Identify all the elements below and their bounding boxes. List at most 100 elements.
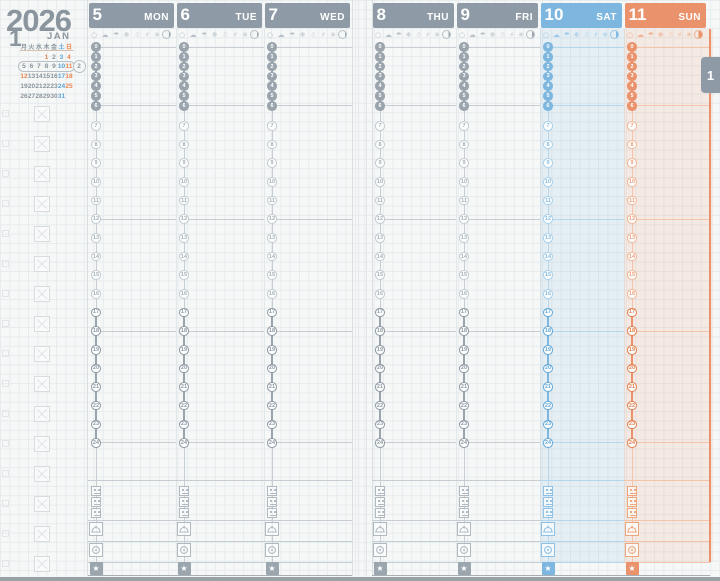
checklist-bullet-box[interactable]: [2, 470, 9, 477]
activity-tracker-box[interactable]: [265, 543, 279, 557]
checklist-bullet-box[interactable]: [2, 140, 9, 147]
meal-checkbox[interactable]: [459, 508, 469, 518]
meal-checkbox[interactable]: [543, 486, 553, 496]
mini-calendar-date[interactable]: 21: [35, 83, 43, 91]
activity-tracker-box[interactable]: [625, 543, 639, 557]
meal-checkbox[interactable]: [375, 486, 385, 496]
day-header[interactable]: 11 SUN: [624, 3, 706, 28]
checklist-bullet-box[interactable]: [2, 110, 9, 117]
mini-calendar-date[interactable]: 22: [42, 83, 51, 91]
meal-checkbox[interactable]: [459, 486, 469, 496]
mini-calendar-date[interactable]: 14: [35, 73, 43, 81]
day-header[interactable]: 6 TUE: [176, 3, 262, 28]
mini-calendar-date[interactable]: 3: [59, 53, 64, 61]
checklist-checkbox[interactable]: [34, 256, 50, 272]
checklist-checkbox[interactable]: [34, 406, 50, 422]
meal-checkbox[interactable]: [267, 508, 277, 518]
meal-checkbox[interactable]: [179, 497, 189, 507]
checklist-bullet-box[interactable]: [2, 560, 9, 567]
checklist-checkbox[interactable]: [34, 166, 50, 182]
checklist-bullet-box[interactable]: [2, 530, 9, 537]
day-star-badge[interactable]: ★: [541, 562, 555, 575]
checklist-bullet-box[interactable]: [2, 320, 9, 327]
day-header[interactable]: 8 THU: [372, 3, 454, 28]
mini-calendar-date[interactable]: 13: [27, 73, 36, 81]
mini-calendar-date[interactable]: 29: [42, 93, 51, 101]
checklist-checkbox[interactable]: [34, 556, 50, 572]
mini-calendar-date[interactable]: 23: [50, 83, 58, 91]
mini-calendar-date[interactable]: 8: [44, 63, 49, 71]
mini-calendar-date[interactable]: 7: [37, 63, 41, 71]
mini-calendar-date[interactable]: 15: [42, 73, 51, 81]
mini-calendar-date[interactable]: 2: [52, 53, 56, 61]
mini-calendar-date[interactable]: 27: [27, 93, 36, 101]
activity-tracker-box[interactable]: [373, 543, 387, 557]
mini-calendar-date[interactable]: 16: [50, 73, 58, 81]
checklist-checkbox[interactable]: [34, 526, 50, 542]
checklist-bullet-box[interactable]: [2, 410, 9, 417]
meal-checkbox[interactable]: [627, 497, 637, 507]
month-tab[interactable]: 1: [701, 57, 720, 93]
mini-calendar-date[interactable]: 12: [20, 73, 28, 81]
meal-checkbox[interactable]: [179, 486, 189, 496]
day-header[interactable]: 5 MON: [88, 3, 174, 28]
activity-tracker-box[interactable]: [457, 543, 471, 557]
mini-calendar-date[interactable]: 20: [27, 83, 36, 91]
mini-calendar-date[interactable]: 31: [57, 93, 66, 101]
meal-checkbox[interactable]: [91, 497, 101, 507]
food-tracker-box[interactable]: [265, 521, 279, 536]
food-tracker-box[interactable]: [373, 521, 387, 536]
checklist-bullet-box[interactable]: [2, 500, 9, 507]
activity-tracker-box[interactable]: [541, 543, 555, 557]
day-star-badge[interactable]: ★: [89, 562, 103, 575]
checklist-checkbox[interactable]: [34, 226, 50, 242]
mini-calendar-date[interactable]: 18: [65, 73, 73, 81]
checklist-checkbox[interactable]: [34, 496, 50, 512]
checklist-checkbox[interactable]: [34, 346, 50, 362]
food-tracker-box[interactable]: [541, 521, 555, 536]
day-star-badge[interactable]: ★: [457, 562, 471, 575]
day-header[interactable]: 9 FRI: [456, 3, 538, 28]
checklist-bullet-box[interactable]: [2, 200, 9, 207]
meal-checkbox[interactable]: [375, 508, 385, 518]
checklist-checkbox[interactable]: [34, 286, 50, 302]
day-star-badge[interactable]: ★: [265, 562, 279, 575]
mini-calendar-date[interactable]: 6: [29, 63, 34, 71]
food-tracker-box[interactable]: [89, 521, 103, 536]
mini-calendar-date[interactable]: 30: [50, 93, 58, 101]
mini-calendar-date[interactable]: 11: [65, 63, 73, 71]
meal-checkbox[interactable]: [91, 508, 101, 518]
mini-calendar-date[interactable]: 1: [44, 53, 49, 61]
meal-checkbox[interactable]: [627, 508, 637, 518]
checklist-checkbox[interactable]: [34, 196, 50, 212]
meal-checkbox[interactable]: [375, 497, 385, 507]
checklist-bullet-box[interactable]: [2, 260, 9, 267]
checklist-checkbox[interactable]: [34, 316, 50, 332]
meal-checkbox[interactable]: [267, 497, 277, 507]
checklist-bullet-box[interactable]: [2, 350, 9, 357]
checklist-bullet-box[interactable]: [2, 440, 9, 447]
mini-calendar-date[interactable]: 9: [52, 63, 56, 71]
checklist-bullet-box[interactable]: [2, 230, 9, 237]
meal-checkbox[interactable]: [459, 497, 469, 507]
mini-calendar-date[interactable]: 24: [57, 83, 66, 91]
checklist-bullet-box[interactable]: [2, 170, 9, 177]
mini-calendar-date[interactable]: 4: [67, 53, 71, 61]
day-header[interactable]: 10 SAT: [540, 3, 622, 28]
mini-calendar-date[interactable]: 25: [65, 83, 73, 91]
meal-checkbox[interactable]: [91, 486, 101, 496]
day-star-badge[interactable]: ★: [373, 562, 387, 575]
food-tracker-box[interactable]: [625, 521, 639, 536]
meal-checkbox[interactable]: [543, 508, 553, 518]
week-number-badge[interactable]: 2: [72, 59, 86, 73]
food-tracker-box[interactable]: [457, 521, 471, 536]
meal-checkbox[interactable]: [543, 497, 553, 507]
checklist-checkbox[interactable]: [34, 376, 50, 392]
mini-calendar-date[interactable]: 19: [20, 83, 28, 91]
meal-checkbox[interactable]: [267, 486, 277, 496]
checklist-checkbox[interactable]: [34, 436, 50, 452]
checklist-checkbox[interactable]: [34, 466, 50, 482]
checklist-checkbox[interactable]: [34, 106, 50, 122]
mini-calendar-date[interactable]: 28: [35, 93, 43, 101]
mini-calendar-date[interactable]: 26: [20, 93, 28, 101]
